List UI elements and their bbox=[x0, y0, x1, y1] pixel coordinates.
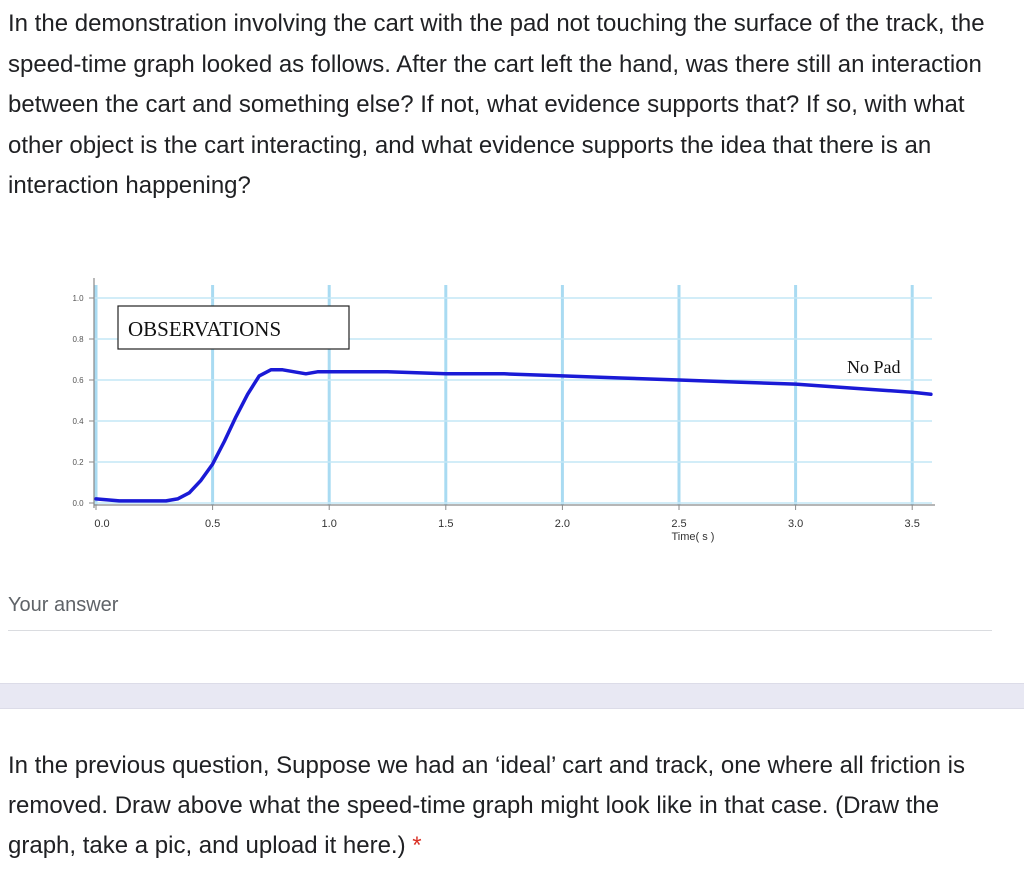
y-tick-label: 0.2 bbox=[72, 458, 84, 467]
series-annotation: No Pad bbox=[847, 357, 901, 377]
section-separator bbox=[0, 683, 1024, 709]
x-tick-label: 3.0 bbox=[788, 518, 803, 530]
question-2-text: In the previous question, Suppose we had… bbox=[8, 746, 1008, 866]
y-tick-labels: 0.0 0.2 0.4 0.6 0.8 1.0 bbox=[72, 294, 94, 508]
x-axis-label: Time( s ) bbox=[672, 531, 715, 543]
y-tick-label: 1.0 bbox=[72, 294, 84, 303]
x-tick-label: 2.0 bbox=[555, 518, 570, 530]
your-answer-label: Your answer bbox=[8, 594, 119, 616]
y-tick-label: 0.8 bbox=[72, 335, 84, 344]
chart-title: OBSERVATIONS bbox=[128, 317, 281, 341]
x-tick-label: 3.5 bbox=[905, 518, 920, 530]
x-tick-label: 2.5 bbox=[671, 518, 686, 530]
x-tick-label: 1.5 bbox=[438, 518, 453, 530]
y-tick-label: 0.0 bbox=[72, 499, 84, 508]
x-tick-label: 1.0 bbox=[322, 518, 337, 530]
y-tick-label: 0.6 bbox=[72, 376, 84, 385]
question-1-text: In the demonstration involving the cart … bbox=[8, 10, 985, 199]
speed-series-line bbox=[94, 368, 933, 503]
answer-input-underline[interactable] bbox=[8, 630, 992, 631]
x-tick-label: 0.5 bbox=[205, 518, 220, 530]
speed-time-chart-svg: 0.0 0.2 0.4 0.6 0.8 1.0 0.0 0.5 1.0 1.5 2.0 2.5 3.0… bbox=[72, 278, 935, 543]
speed-time-chart: 0.0 0.2 0.4 0.6 0.8 1.0 0.0 0.5 1.0 1.5 2.0 2.5 3.0… bbox=[0, 270, 1024, 560]
required-asterisk: * bbox=[412, 832, 422, 859]
x-tick-label: 0.0 bbox=[94, 518, 109, 530]
x-tick-labels: 0.0 0.5 1.0 1.5 2.0 2.5 3.0 3.5 bbox=[94, 505, 920, 530]
observations-box bbox=[117, 305, 350, 350]
y-tick-label: 0.4 bbox=[72, 417, 84, 426]
question-2-body: In the previous question, Suppose we had… bbox=[8, 752, 965, 859]
